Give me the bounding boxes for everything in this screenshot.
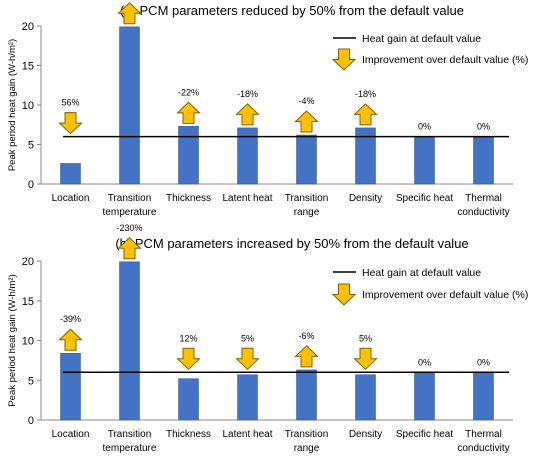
arrow-up-icon <box>294 110 319 133</box>
x-tick-label: Transition <box>285 429 329 440</box>
bar <box>473 372 494 421</box>
y-tick-label: 5 <box>28 140 34 152</box>
y-tick-label: 15 <box>22 61 34 73</box>
chart-panel-b: (b) PCM parameters increased by 50% from… <box>7 223 528 454</box>
y-tick-label: 10 <box>22 336 34 348</box>
improvement-label: 0% <box>477 357 490 367</box>
x-tick-label: Transition <box>108 193 152 204</box>
arrow-up-icon <box>58 328 83 351</box>
arrow-up-icon <box>117 237 142 260</box>
bar <box>355 127 376 185</box>
bar <box>60 163 81 185</box>
improvement-label: -6% <box>298 331 314 341</box>
improvement-label: -4% <box>298 96 314 106</box>
x-tick-label: range <box>294 207 320 218</box>
legend-label-default: Heat gain at default value <box>362 267 481 279</box>
arrow-up-icon <box>294 345 319 368</box>
improvement-label: -22% <box>178 87 199 97</box>
bar <box>60 352 81 421</box>
y-tick-label: 20 <box>22 256 34 268</box>
y-tick-label: 0 <box>28 179 34 191</box>
legend-arrow-down-icon <box>331 48 357 71</box>
arrow-up-icon <box>235 103 260 126</box>
bar <box>237 374 258 421</box>
x-tick-label: Location <box>52 193 90 204</box>
bar <box>237 127 258 185</box>
bar <box>473 136 494 185</box>
y-tick-label: 0 <box>28 415 34 427</box>
improvement-label: 5% <box>359 333 372 343</box>
chart-title: (a) PCM parameters reduced by 50% from t… <box>120 3 464 18</box>
bar <box>414 372 435 421</box>
x-tick-label: Location <box>52 429 90 440</box>
x-tick-label: Thickness <box>166 429 211 440</box>
x-tick-label: Thermal <box>465 429 502 440</box>
improvement-label: -18% <box>355 89 376 99</box>
chart-title: (b) PCM parameters increased by 50% from… <box>115 236 468 251</box>
improvement-label: 12% <box>179 333 197 343</box>
legend-label-default: Heat gain at default value <box>362 33 481 45</box>
improvement-label: -18% <box>237 89 258 99</box>
x-tick-label: Thickness <box>166 193 211 204</box>
arrow-down-icon <box>235 347 260 370</box>
bar <box>119 26 140 185</box>
x-tick-label: conductivity <box>457 443 509 454</box>
y-axis-label: Peak period heat gain (W-h/m²) <box>7 39 18 171</box>
x-tick-label: Latent heat <box>222 193 272 204</box>
chart-panel-a: (a) PCM parameters reduced by 50% from t… <box>7 2 528 218</box>
x-tick-label: Latent heat <box>222 429 272 440</box>
x-tick-label: Transition <box>108 429 152 440</box>
improvement-label: 0% <box>477 122 490 132</box>
x-tick-label: conductivity <box>457 207 509 218</box>
legend-label-improvement: Improvement over default value (%) <box>362 54 528 66</box>
arrow-up-icon <box>176 101 201 124</box>
y-axis-label: Peak period heat gain (W-h/m²) <box>7 274 18 406</box>
x-tick-label: Specific heat <box>396 193 453 204</box>
improvement-label: -230% <box>116 223 142 233</box>
y-tick-label: 5 <box>28 375 34 387</box>
improvement-label: 5% <box>241 333 254 343</box>
bar <box>119 261 140 421</box>
x-tick-label: Thermal <box>465 193 502 204</box>
y-tick-label: 10 <box>22 100 34 112</box>
arrow-up-icon <box>353 103 378 126</box>
improvement-label: -39% <box>60 314 81 324</box>
arrow-up-icon <box>117 2 142 25</box>
bar <box>296 369 317 421</box>
arrow-down-icon <box>353 347 378 370</box>
x-tick-label: Density <box>349 193 382 204</box>
arrow-down-icon <box>176 347 201 370</box>
arrow-down-icon <box>58 112 83 135</box>
improvement-label: 0% <box>418 122 431 132</box>
bar <box>296 134 317 185</box>
bar <box>355 374 376 421</box>
bar <box>178 378 199 421</box>
x-tick-label: temperature <box>103 207 157 218</box>
x-tick-label: temperature <box>103 443 157 454</box>
y-tick-label: 15 <box>22 296 34 308</box>
x-tick-label: Density <box>349 429 382 440</box>
legend-arrow-down-icon <box>331 283 357 306</box>
bar <box>414 136 435 185</box>
x-tick-label: Transition <box>285 193 329 204</box>
bar <box>178 126 199 185</box>
y-tick-label: 20 <box>22 21 34 33</box>
legend-label-improvement: Improvement over default value (%) <box>362 289 528 301</box>
improvement-label: 0% <box>418 357 431 367</box>
x-tick-label: range <box>294 443 320 454</box>
x-tick-label: Specific heat <box>396 429 453 440</box>
improvement-label: 56% <box>61 98 79 108</box>
